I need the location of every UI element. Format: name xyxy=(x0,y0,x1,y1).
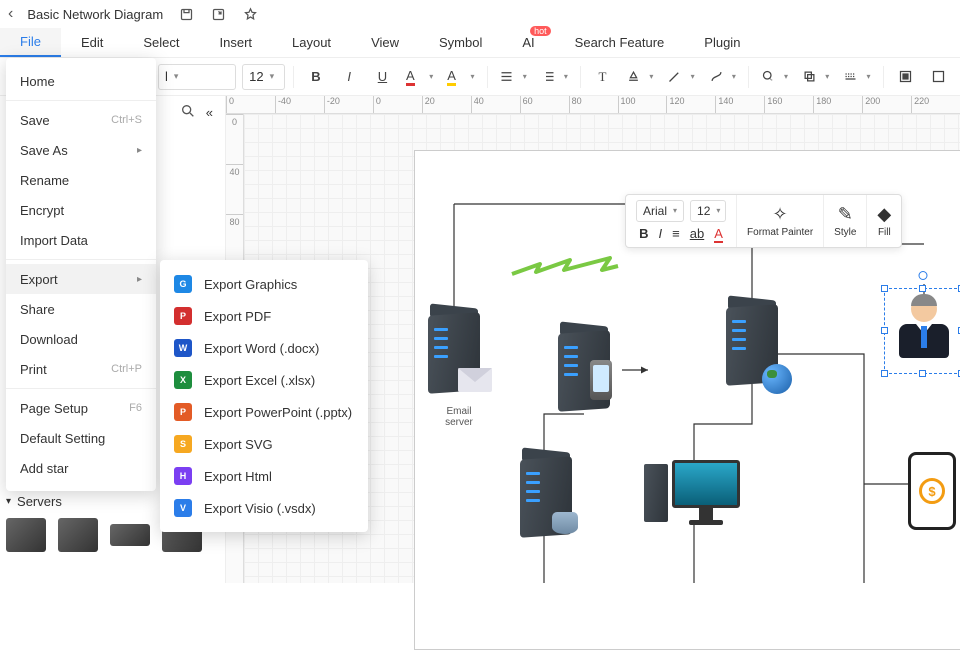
float-case[interactable]: ab xyxy=(690,226,704,243)
shape-thumb[interactable] xyxy=(110,524,150,546)
file-menu-download[interactable]: Download xyxy=(6,324,156,354)
align-button[interactable]: ▾ xyxy=(495,63,530,91)
export-export-graphics[interactable]: GExport Graphics xyxy=(160,268,368,300)
fill-button[interactable]: ▾ xyxy=(622,63,657,91)
menu-view[interactable]: View xyxy=(351,28,419,57)
font-size-select[interactable]: 12▾ xyxy=(242,64,285,90)
mobile-payment-node[interactable]: $ xyxy=(908,452,956,530)
shape-thumb[interactable] xyxy=(58,518,98,552)
menu-select[interactable]: Select xyxy=(123,28,199,57)
document-title: Basic Network Diagram xyxy=(27,7,163,22)
file-menu-share[interactable]: Share xyxy=(6,294,156,324)
search-icon[interactable] xyxy=(180,103,196,122)
shape-thumb[interactable] xyxy=(6,518,46,552)
arrange-button[interactable]: ▾ xyxy=(798,63,833,91)
highlight-button[interactable]: A▾ xyxy=(443,63,478,91)
float-italic[interactable]: I xyxy=(659,226,663,243)
shadow-button[interactable]: ▾ xyxy=(757,63,792,91)
file-menu-export[interactable]: Export▸ xyxy=(6,264,156,294)
menu-plugin[interactable]: Plugin xyxy=(684,28,760,57)
export-export-svg[interactable]: SExport SVG xyxy=(160,428,368,460)
underline-button[interactable]: U xyxy=(369,63,396,91)
sidebar-section-servers[interactable]: ▾Servers xyxy=(6,494,62,509)
connector-button[interactable]: ▾ xyxy=(705,63,740,91)
format-painter-button[interactable]: ✧Format Painter xyxy=(736,195,823,247)
line-color-button[interactable]: ▾ xyxy=(663,63,698,91)
float-align[interactable]: ≡ xyxy=(672,226,680,243)
style-button[interactable]: ✎Style xyxy=(823,195,866,247)
file-menu-print[interactable]: PrintCtrl+P xyxy=(6,354,156,384)
file-menu-add-star[interactable]: Add star xyxy=(6,453,156,483)
file-menu-save-as[interactable]: Save As▸ xyxy=(6,135,156,165)
export-export-pdf[interactable]: PExport PDF xyxy=(160,300,368,332)
globe-icon xyxy=(762,364,792,394)
fill-button[interactable]: ◆Fill xyxy=(866,195,901,247)
floating-format-toolbar: Arial▾ 12▾ B I ≡ ab A ✧Format Painter ✎S… xyxy=(625,194,902,248)
file-menu: Home SaveCtrl+SSave As▸RenameEncryptImpor… xyxy=(6,58,156,491)
disk-icon xyxy=(552,512,578,534)
file-menu-save[interactable]: SaveCtrl+S xyxy=(6,105,156,135)
file-menu-home[interactable]: Home xyxy=(6,66,156,96)
file-menu-encrypt[interactable]: Encrypt xyxy=(6,195,156,225)
menu-symbol[interactable]: Symbol xyxy=(419,28,502,57)
selection-handles[interactable] xyxy=(884,288,960,374)
back-icon[interactable]: ‹ xyxy=(8,5,13,23)
layer-2-button[interactable] xyxy=(925,63,952,91)
star-icon[interactable] xyxy=(241,5,259,23)
lightning-link[interactable] xyxy=(510,256,620,284)
menu-ai[interactable]: AIhot xyxy=(502,28,554,57)
horizontal-ruler: 0-40-20020406080100120140160180200220 xyxy=(226,96,960,114)
title-bar: ‹ Basic Network Diagram xyxy=(0,0,960,28)
bold-button[interactable]: B xyxy=(302,63,329,91)
font-color-button[interactable]: A▾ xyxy=(402,63,437,91)
share-icon[interactable] xyxy=(209,5,227,23)
file-menu-import-data[interactable]: Import Data xyxy=(6,225,156,255)
export-export-powerpoint-pptx-[interactable]: PExport PowerPoint (.pptx) xyxy=(160,396,368,428)
export-submenu: GExport GraphicsPExport PDFWExport Word … xyxy=(160,260,368,532)
menu-search-feature[interactable]: Search Feature xyxy=(555,28,685,57)
float-color[interactable]: A xyxy=(714,226,723,243)
list-button[interactable]: ▾ xyxy=(537,63,572,91)
export-export-word-docx-[interactable]: WExport Word (.docx) xyxy=(160,332,368,364)
italic-button[interactable]: I xyxy=(336,63,363,91)
file-menu-page-setup[interactable]: Page SetupF6 xyxy=(6,393,156,423)
float-size-select[interactable]: 12▾ xyxy=(690,200,726,222)
menu-insert[interactable]: Insert xyxy=(200,28,273,57)
menu-file[interactable]: File xyxy=(0,28,61,57)
collapse-icon[interactable]: « xyxy=(206,105,213,120)
layer-1-button[interactable] xyxy=(891,63,918,91)
menu-layout[interactable]: Layout xyxy=(272,28,351,57)
save-icon[interactable] xyxy=(177,5,195,23)
node-label: Email server xyxy=(436,406,482,428)
font-family-select[interactable]: l▾ xyxy=(158,64,236,90)
file-menu-rename[interactable]: Rename xyxy=(6,165,156,195)
float-bold[interactable]: B xyxy=(639,226,648,243)
menu-bar: FileEditSelectInsertLayoutViewSymbolAIho… xyxy=(0,28,960,58)
float-font-select[interactable]: Arial▾ xyxy=(636,200,684,222)
phone-icon xyxy=(590,360,612,400)
file-menu-default-setting[interactable]: Default Setting xyxy=(6,423,156,453)
rotate-handle[interactable] xyxy=(919,271,928,280)
export-export-excel-xlsx-[interactable]: XExport Excel (.xlsx) xyxy=(160,364,368,396)
monitor-node[interactable] xyxy=(672,460,740,525)
envelope-icon xyxy=(458,368,492,392)
pc-tower-node[interactable] xyxy=(644,464,668,522)
export-export-visio-vsdx-[interactable]: VExport Visio (.vsdx) xyxy=(160,492,368,524)
line-style-button[interactable]: ▾ xyxy=(839,63,874,91)
export-export-html[interactable]: HExport Html xyxy=(160,460,368,492)
text-button[interactable]: T xyxy=(589,63,616,91)
menu-edit[interactable]: Edit xyxy=(61,28,123,57)
